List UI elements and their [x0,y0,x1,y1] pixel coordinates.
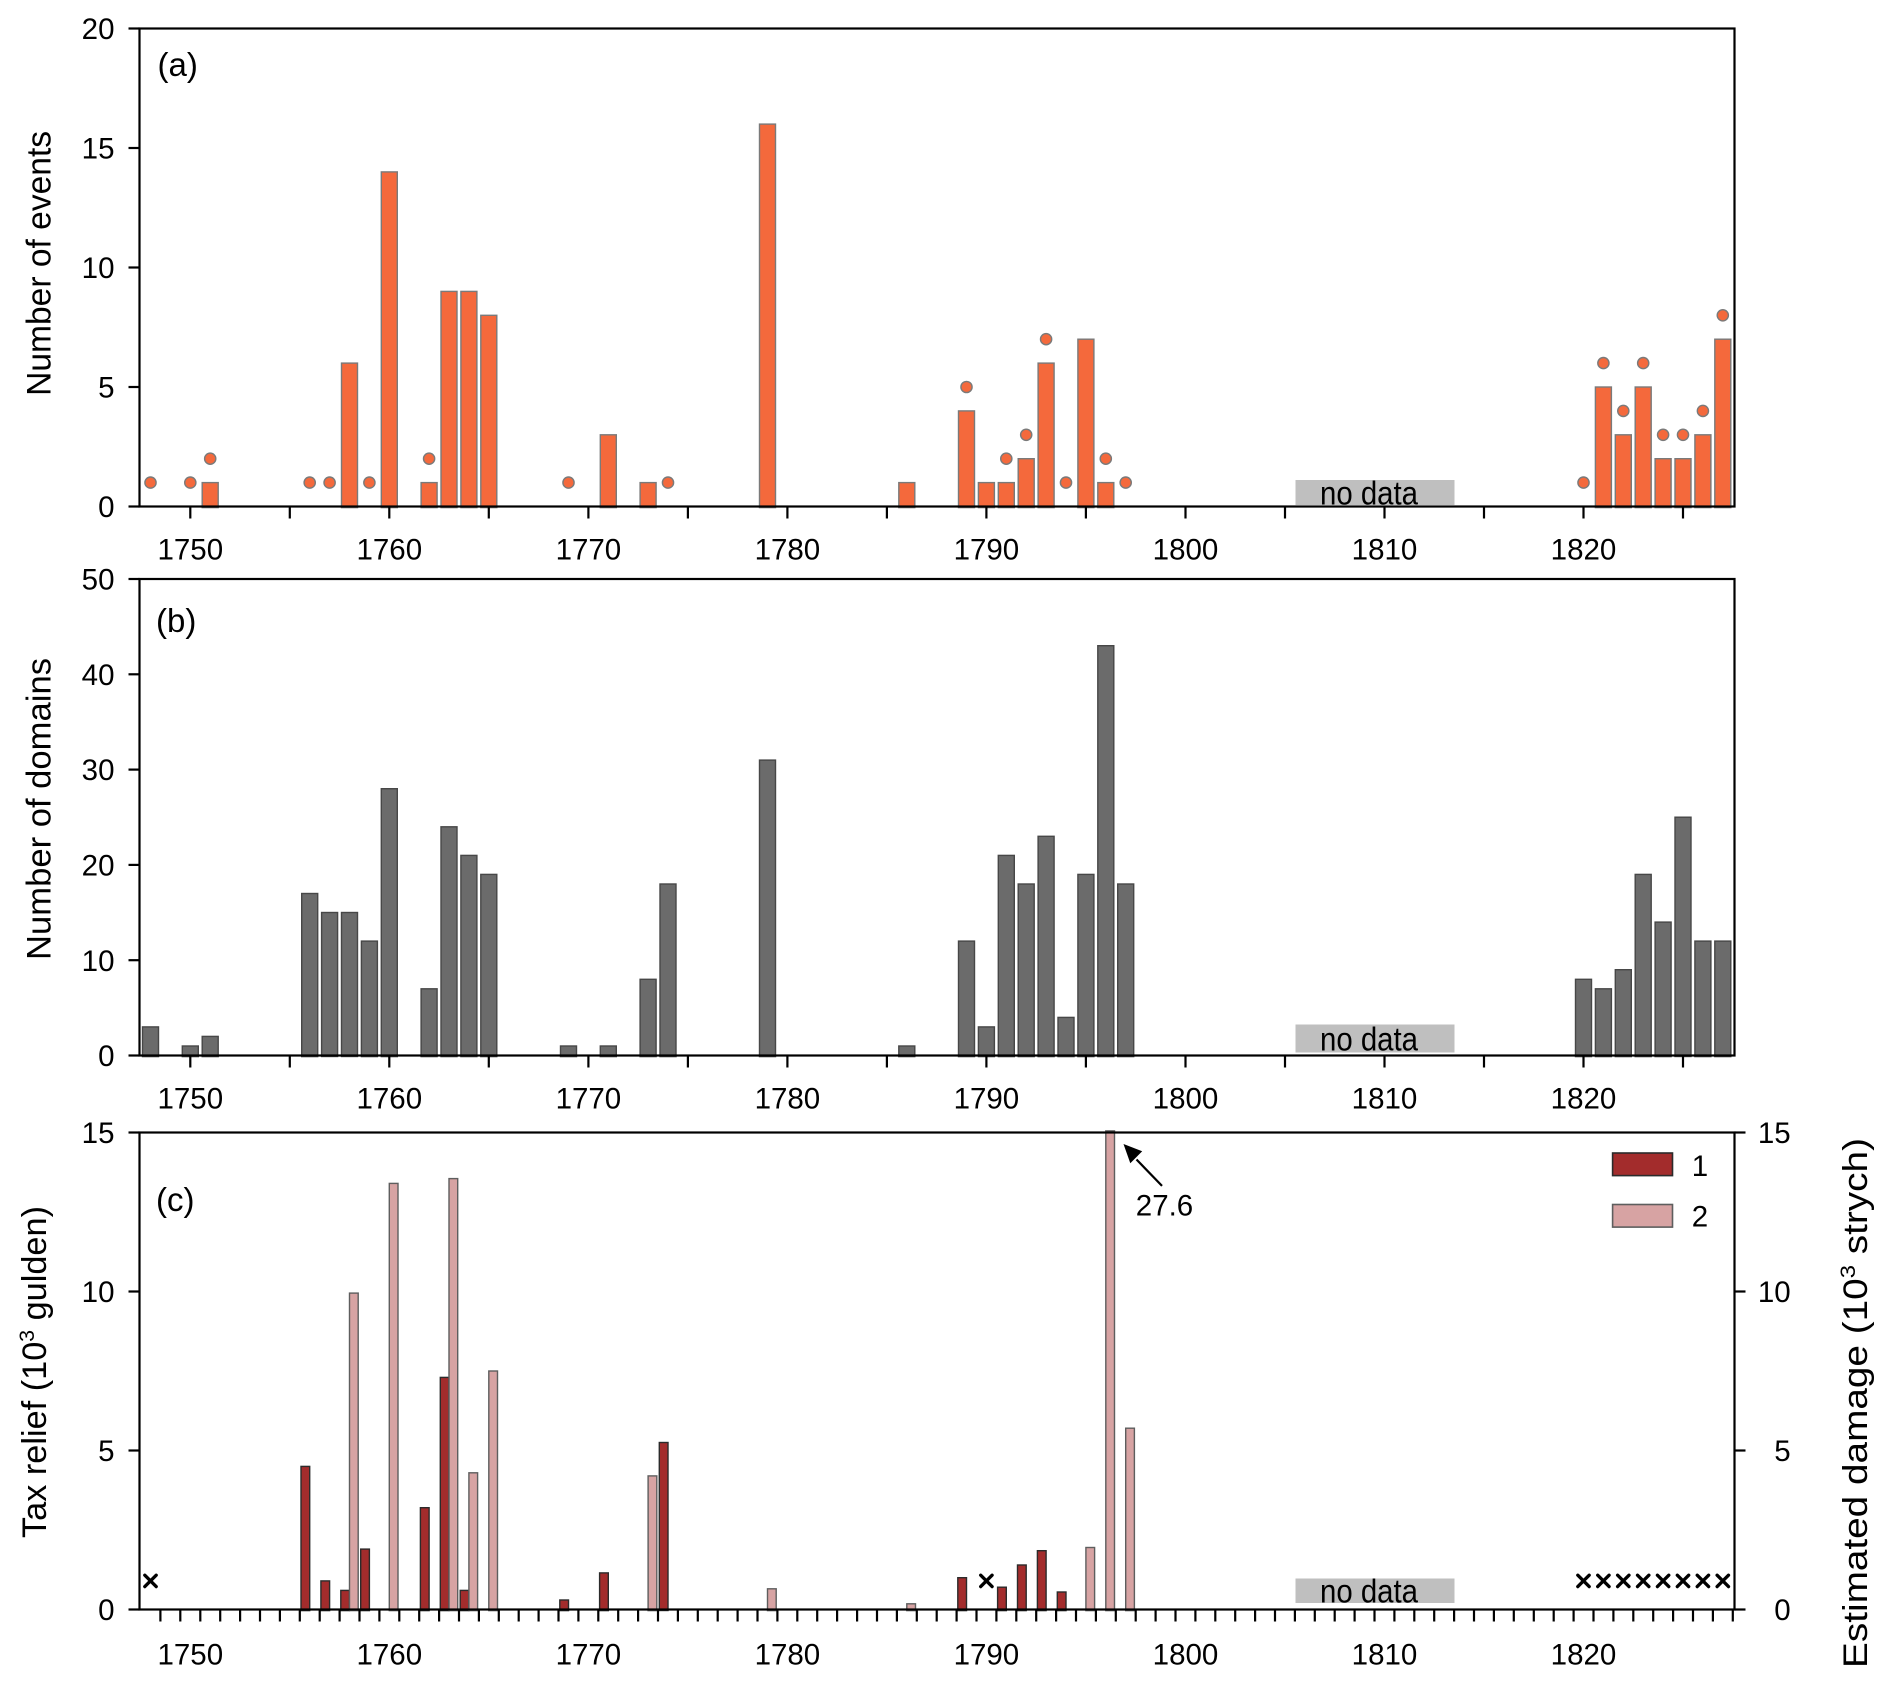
svg-text:40: 40 [82,659,115,692]
svg-text:5: 5 [98,372,114,405]
svg-text:1800: 1800 [1153,534,1219,567]
svg-text:(a): (a) [158,46,198,83]
svg-text:20: 20 [82,13,115,46]
svg-text:0: 0 [98,1594,114,1627]
svg-text:10: 10 [82,252,115,285]
svg-text:0: 0 [98,1040,114,1073]
svg-text:Number of events: Number of events [21,131,59,396]
svg-text:10: 10 [82,1276,115,1309]
svg-text:Estimated damage (103 strych): Estimated damage (103 strych) [1837,1138,1875,1668]
svg-text:1800: 1800 [1153,1083,1219,1116]
svg-text:1790: 1790 [954,1639,1020,1672]
svg-text:5: 5 [98,1435,114,1468]
svg-text:1810: 1810 [1352,1639,1418,1672]
svg-text:1820: 1820 [1551,534,1617,567]
svg-text:(c): (c) [156,1181,194,1218]
svg-text:1770: 1770 [556,1083,622,1116]
svg-text:5: 5 [1774,1435,1790,1468]
svg-text:1780: 1780 [755,1639,821,1672]
svg-text:1820: 1820 [1551,1083,1617,1116]
svg-text:1780: 1780 [755,534,821,567]
svg-text:15: 15 [1758,1117,1791,1150]
svg-text:Tax relief (103 gulden): Tax relief (103 gulden) [16,1206,54,1538]
svg-text:1750: 1750 [157,1639,223,1672]
svg-text:no data: no data [1320,1020,1419,1057]
svg-text:1800: 1800 [1153,1639,1219,1672]
svg-text:0: 0 [98,491,114,524]
svg-text:1760: 1760 [356,1639,422,1672]
svg-text:1760: 1760 [356,1083,422,1116]
svg-text:10: 10 [1758,1276,1791,1309]
svg-text:0: 0 [1774,1594,1790,1627]
svg-text:50: 50 [82,564,115,597]
svg-text:no data: no data [1320,474,1419,511]
svg-text:1750: 1750 [157,1083,223,1116]
svg-text:1810: 1810 [1352,1083,1418,1116]
svg-text:1770: 1770 [556,534,622,567]
svg-text:2: 2 [1692,1201,1708,1234]
svg-text:30: 30 [82,754,115,787]
svg-text:Number of domains: Number of domains [21,658,59,960]
svg-text:1770: 1770 [556,1639,622,1672]
svg-text:1780: 1780 [755,1083,821,1116]
svg-text:1760: 1760 [356,534,422,567]
svg-text:15: 15 [82,133,115,166]
svg-text:1810: 1810 [1352,534,1418,567]
svg-text:1790: 1790 [954,534,1020,567]
svg-text:1750: 1750 [157,534,223,567]
svg-text:10: 10 [82,945,115,978]
svg-text:no data: no data [1320,1573,1419,1610]
svg-text:1820: 1820 [1551,1639,1617,1672]
svg-text:1790: 1790 [954,1083,1020,1116]
svg-text:27.6: 27.6 [1136,1189,1193,1222]
svg-text:1: 1 [1692,1150,1708,1183]
svg-text:(b): (b) [156,602,196,639]
svg-text:15: 15 [82,1117,115,1150]
svg-text:20: 20 [82,850,115,883]
